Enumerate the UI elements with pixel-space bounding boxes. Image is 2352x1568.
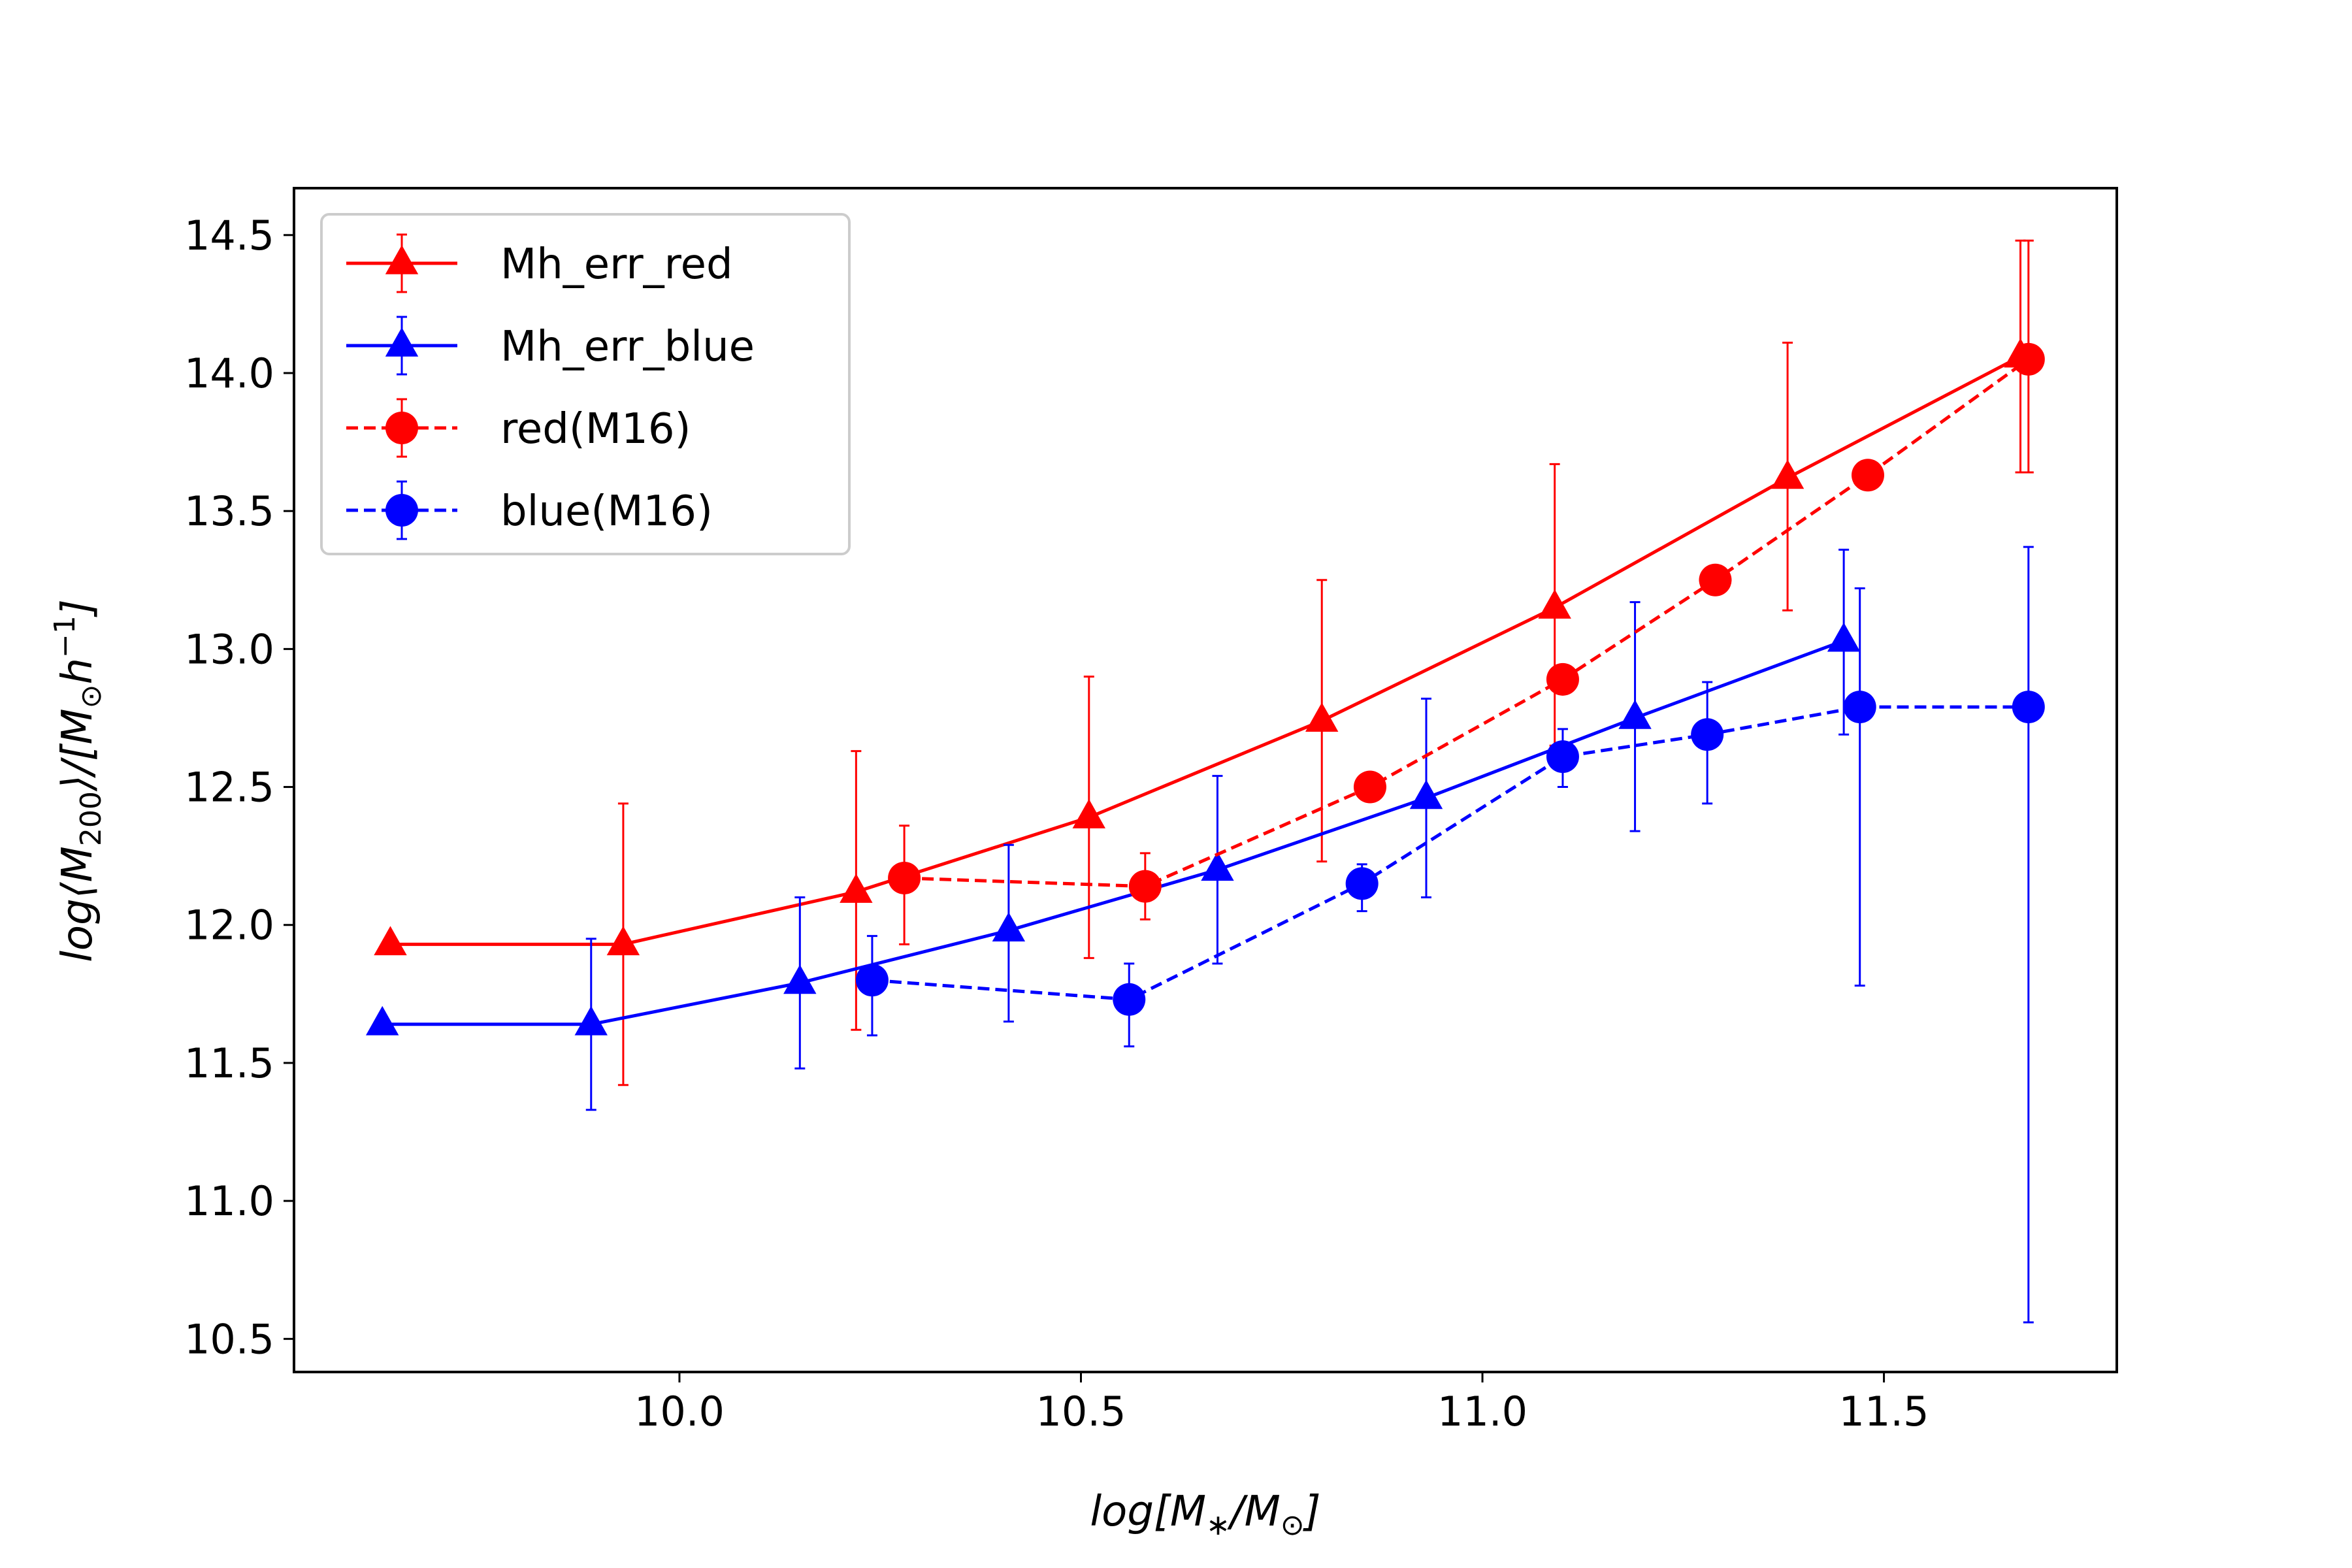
data-point bbox=[840, 874, 873, 903]
legend-marker bbox=[385, 245, 419, 274]
x-tick-label: 11.0 bbox=[1437, 1388, 1527, 1435]
x-tick-label: 11.5 bbox=[1839, 1388, 1929, 1435]
data-point bbox=[783, 964, 817, 994]
data-point bbox=[2012, 691, 2045, 724]
data-point bbox=[374, 926, 407, 956]
y-axis-ticks: 10.5 11.0 11.5 12.0 12.5 13.0 13.5 14.0 14.5 bbox=[184, 212, 294, 1363]
legend-label: blue(M16) bbox=[500, 487, 713, 536]
legend-label: red(M16) bbox=[500, 405, 691, 453]
y-tick-label: 12.0 bbox=[184, 902, 274, 949]
x-axis-label: log[M∗/M⊙] bbox=[1090, 1488, 1320, 1542]
data-point bbox=[1113, 983, 1146, 1016]
data-point bbox=[1201, 851, 1234, 881]
series-2 bbox=[888, 239, 2045, 945]
data-point bbox=[1771, 459, 1805, 489]
data-point bbox=[1699, 563, 1732, 596]
data-point bbox=[365, 1005, 399, 1036]
data-point bbox=[1618, 699, 1652, 729]
series-line bbox=[382, 639, 1844, 1026]
legend-entry: Mh_err_blue bbox=[346, 316, 755, 376]
data-point bbox=[888, 861, 921, 894]
legend-entry: red(M16) bbox=[346, 398, 691, 458]
data-point bbox=[1409, 779, 1443, 809]
x-tick-label: 10.5 bbox=[1036, 1388, 1126, 1435]
series-line bbox=[390, 355, 2021, 946]
legend-marker bbox=[385, 327, 419, 357]
y-tick-label: 14.0 bbox=[184, 350, 274, 397]
y-tick-label: 11.0 bbox=[184, 1177, 274, 1225]
data-point bbox=[574, 1005, 608, 1036]
data-point bbox=[855, 964, 889, 997]
data-point bbox=[1353, 770, 1386, 804]
y-tick-label: 11.5 bbox=[184, 1039, 274, 1087]
legend-label: Mh_err_red bbox=[500, 240, 733, 289]
y-tick-label: 14.5 bbox=[184, 212, 274, 259]
y-axis-label: log⟨M200⟩/[M⊙h−1] bbox=[48, 599, 108, 962]
x-tick-label: 10.0 bbox=[634, 1388, 725, 1435]
data-point bbox=[1546, 740, 1579, 774]
plot-frame bbox=[293, 187, 2118, 1373]
y-tick-label: 13.5 bbox=[184, 487, 274, 535]
data-point bbox=[1827, 622, 1861, 652]
x-axis-ticks: 10.0 10.5 11.0 11.5 bbox=[634, 1372, 1929, 1435]
series-layer bbox=[365, 239, 2045, 1324]
legend: Mh_err_red Mh_err_blue red(M16) blue(M16) bbox=[320, 213, 851, 555]
data-point bbox=[606, 926, 640, 956]
y-tick-label: 13.0 bbox=[184, 625, 274, 673]
legend-entry: Mh_err_red bbox=[346, 233, 733, 293]
data-point bbox=[1305, 702, 1339, 732]
series-1 bbox=[365, 548, 1861, 1111]
data-point bbox=[1345, 867, 1379, 900]
data-point bbox=[1851, 459, 1884, 492]
data-point bbox=[1691, 718, 1724, 751]
legend-marker bbox=[385, 494, 418, 527]
data-point bbox=[2012, 342, 2045, 376]
legend-marker bbox=[385, 412, 418, 444]
y-tick-label: 10.5 bbox=[184, 1315, 274, 1363]
data-point bbox=[992, 912, 1026, 941]
y-tick-label: 12.5 bbox=[184, 764, 274, 811]
legend-entry: blue(M16) bbox=[346, 480, 713, 540]
data-point bbox=[1546, 662, 1579, 696]
data-point bbox=[1538, 589, 1571, 619]
series-3 bbox=[855, 546, 2045, 1324]
legend-box bbox=[320, 213, 851, 555]
data-point bbox=[1072, 799, 1105, 828]
data-point bbox=[1843, 691, 1876, 724]
legend-label: Mh_err_blue bbox=[500, 323, 755, 371]
data-point bbox=[1128, 870, 1162, 903]
